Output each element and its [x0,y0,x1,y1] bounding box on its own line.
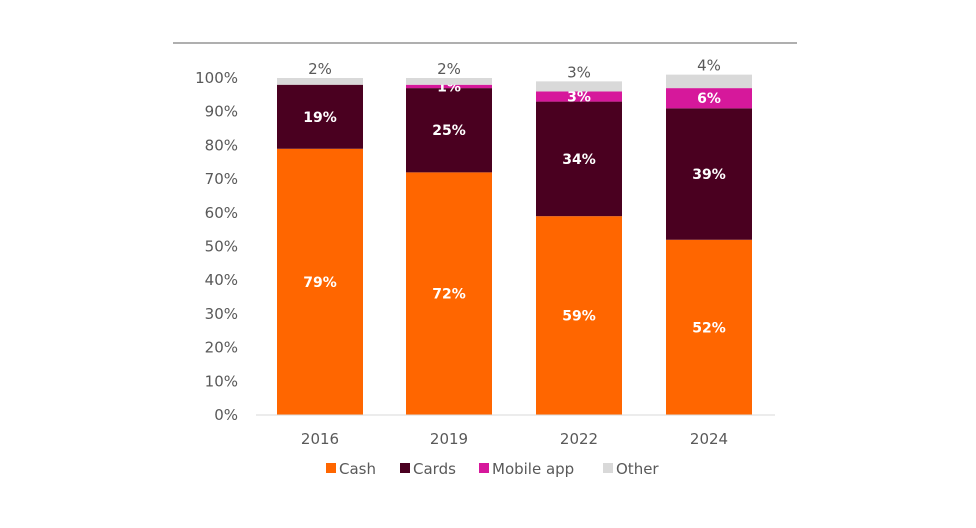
x-tick-label: 2019 [430,430,468,448]
data-label: 39% [692,167,726,183]
legend: Cash Cards Mobile app Other [326,460,659,478]
bar-other [406,78,492,85]
data-label: 3% [567,63,591,81]
bar-cards [666,108,752,240]
x-tick-label: 2016 [301,430,339,448]
x-axis: 2016 2019 2022 2024 [301,430,728,448]
y-axis: 0% 10% 20% 30% 40% 50% 60% 70% 80% 90% 100% [195,69,238,424]
y-tick-label: 0% [214,406,238,424]
data-label: 2% [308,60,332,78]
data-label: 4% [697,57,721,75]
legend-label: Cash [339,460,376,478]
y-tick-label: 50% [205,238,238,256]
data-label: 19% [303,110,337,126]
data-label: 2% [437,60,461,78]
bar-cash [666,239,752,415]
data-label: 59% [562,309,596,325]
x-tick-label: 2024 [690,430,728,448]
legend-swatch [326,463,336,473]
y-tick-label: 90% [205,103,238,121]
data-label: 25% [432,123,466,139]
y-tick-label: 70% [205,170,238,188]
bar-mobile-app [666,88,752,109]
data-label: 72% [432,287,466,303]
bar-cards [406,88,492,173]
bar-cash [536,216,622,415]
y-tick-label: 40% [205,271,238,289]
y-tick-label: 80% [205,136,238,154]
data-label: 6% [697,91,721,107]
y-tick-label: 100% [195,69,238,87]
data-label: 34% [562,152,596,168]
legend-swatch [479,463,489,473]
legend-label: Cards [413,460,456,478]
bar-other [666,74,752,89]
bar-cash [406,172,492,415]
data-label: 3% [567,90,591,106]
bar-cash [277,148,363,415]
y-tick-label: 60% [205,204,238,222]
bar-cards [536,101,622,217]
y-tick-label: 20% [205,339,238,357]
bar-other [277,78,363,85]
data-label: 52% [692,320,726,336]
bars: 79%19%2%72%25%1%2%59%34%3%3%52%39%6%4% [277,57,752,415]
bar-other [536,81,622,92]
bar-mobile-app [406,84,492,89]
bar-mobile-app [536,91,622,102]
x-tick-label: 2022 [560,430,598,448]
data-label: 79% [303,275,337,291]
legend-swatch [603,463,613,473]
y-tick-label: 30% [205,305,238,323]
bar-cards [277,84,363,149]
legend-label: Other [616,460,659,478]
legend-label: Mobile app [492,460,574,478]
legend-swatch [400,463,410,473]
y-tick-label: 10% [205,372,238,390]
